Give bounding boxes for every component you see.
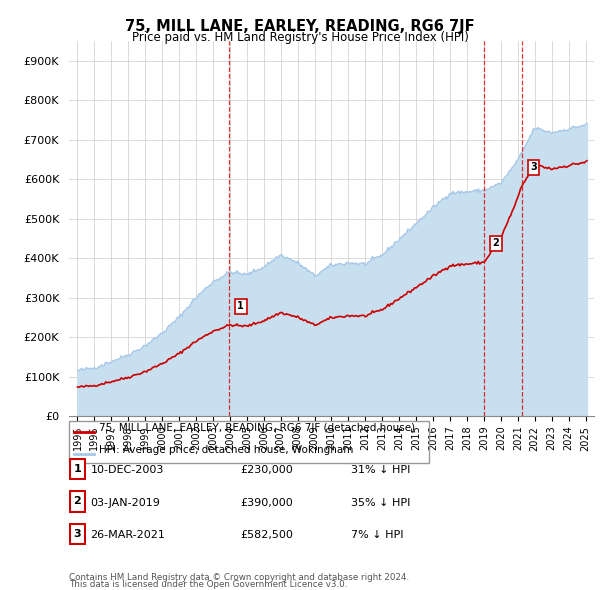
- Text: £582,500: £582,500: [240, 530, 293, 540]
- Text: 03-JAN-2019: 03-JAN-2019: [91, 498, 160, 507]
- Text: 3: 3: [530, 162, 537, 172]
- Text: 2: 2: [493, 238, 499, 248]
- Text: 2: 2: [74, 497, 81, 506]
- Text: 1: 1: [74, 464, 81, 474]
- Text: 26-MAR-2021: 26-MAR-2021: [91, 530, 166, 540]
- Text: 75, MILL LANE, EARLEY, READING, RG6 7JF: 75, MILL LANE, EARLEY, READING, RG6 7JF: [125, 19, 475, 34]
- Text: 10-DEC-2003: 10-DEC-2003: [91, 466, 164, 475]
- FancyBboxPatch shape: [70, 491, 85, 512]
- Text: £390,000: £390,000: [240, 498, 293, 507]
- FancyBboxPatch shape: [70, 524, 85, 544]
- Text: Contains HM Land Registry data © Crown copyright and database right 2024.: Contains HM Land Registry data © Crown c…: [69, 573, 409, 582]
- FancyBboxPatch shape: [70, 459, 85, 479]
- Text: This data is licensed under the Open Government Licence v3.0.: This data is licensed under the Open Gov…: [69, 581, 347, 589]
- Text: 1: 1: [238, 301, 244, 312]
- Text: Price paid vs. HM Land Registry's House Price Index (HPI): Price paid vs. HM Land Registry's House …: [131, 31, 469, 44]
- Text: 75, MILL LANE, EARLEY, READING, RG6 7JF (detached house): 75, MILL LANE, EARLEY, READING, RG6 7JF …: [98, 422, 415, 432]
- Text: HPI: Average price, detached house, Wokingham: HPI: Average price, detached house, Woki…: [98, 445, 353, 455]
- Text: £230,000: £230,000: [240, 466, 293, 475]
- Text: 7% ↓ HPI: 7% ↓ HPI: [351, 530, 404, 540]
- Text: 35% ↓ HPI: 35% ↓ HPI: [351, 498, 410, 507]
- Text: 31% ↓ HPI: 31% ↓ HPI: [351, 466, 410, 475]
- Text: 3: 3: [74, 529, 81, 539]
